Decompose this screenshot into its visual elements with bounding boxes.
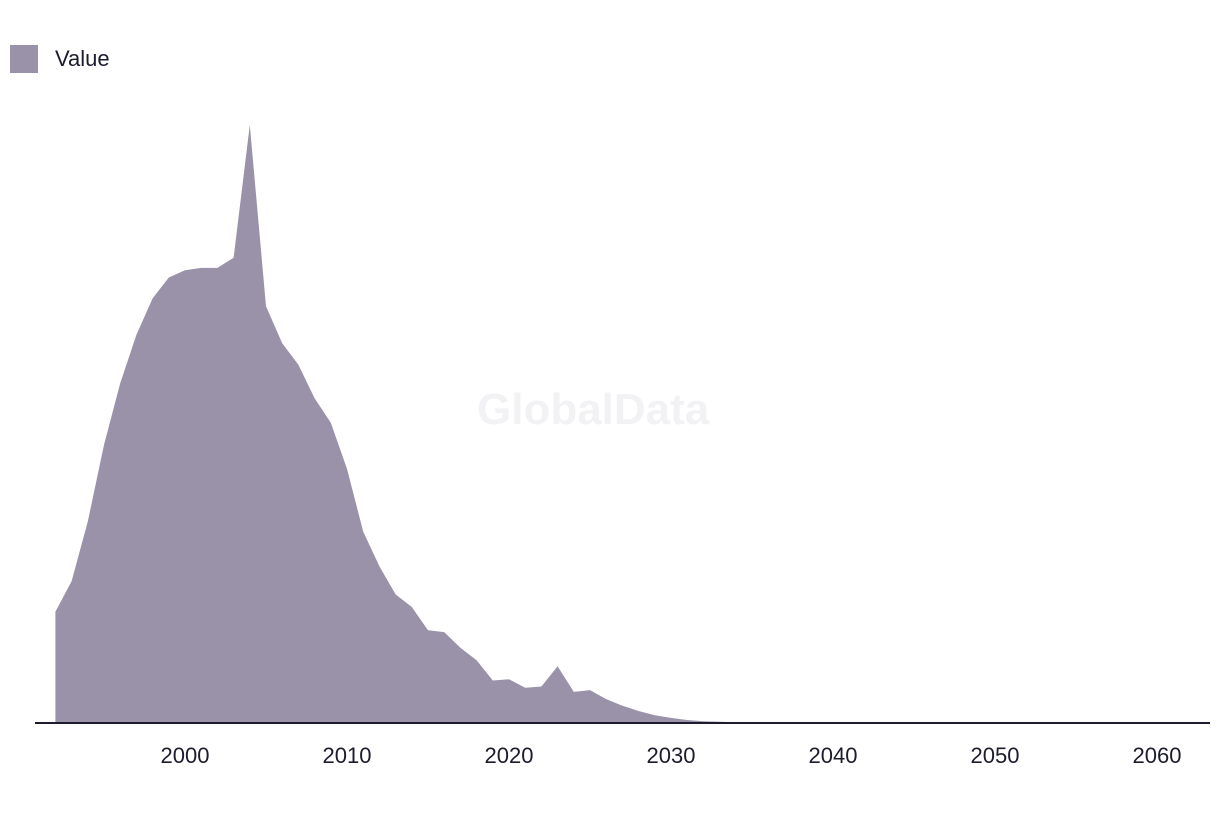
x-tick-label: 2040 <box>809 743 858 768</box>
x-tick-label: 2030 <box>647 743 696 768</box>
x-tick-label: 2060 <box>1133 743 1182 768</box>
series-area-0 <box>55 125 1206 723</box>
area-layer <box>55 125 1206 723</box>
x-tick-label: 2050 <box>971 743 1020 768</box>
legend-label: Value <box>55 46 110 71</box>
x-tick-label: 2010 <box>323 743 372 768</box>
x-tick-labels: 2000 2010 2020 2030 2040 2050 2060 <box>161 743 1182 768</box>
x-tick-label: 2000 <box>161 743 210 768</box>
legend: Value <box>10 45 110 73</box>
legend-swatch <box>10 45 38 73</box>
x-tick-label: 2020 <box>485 743 534 768</box>
